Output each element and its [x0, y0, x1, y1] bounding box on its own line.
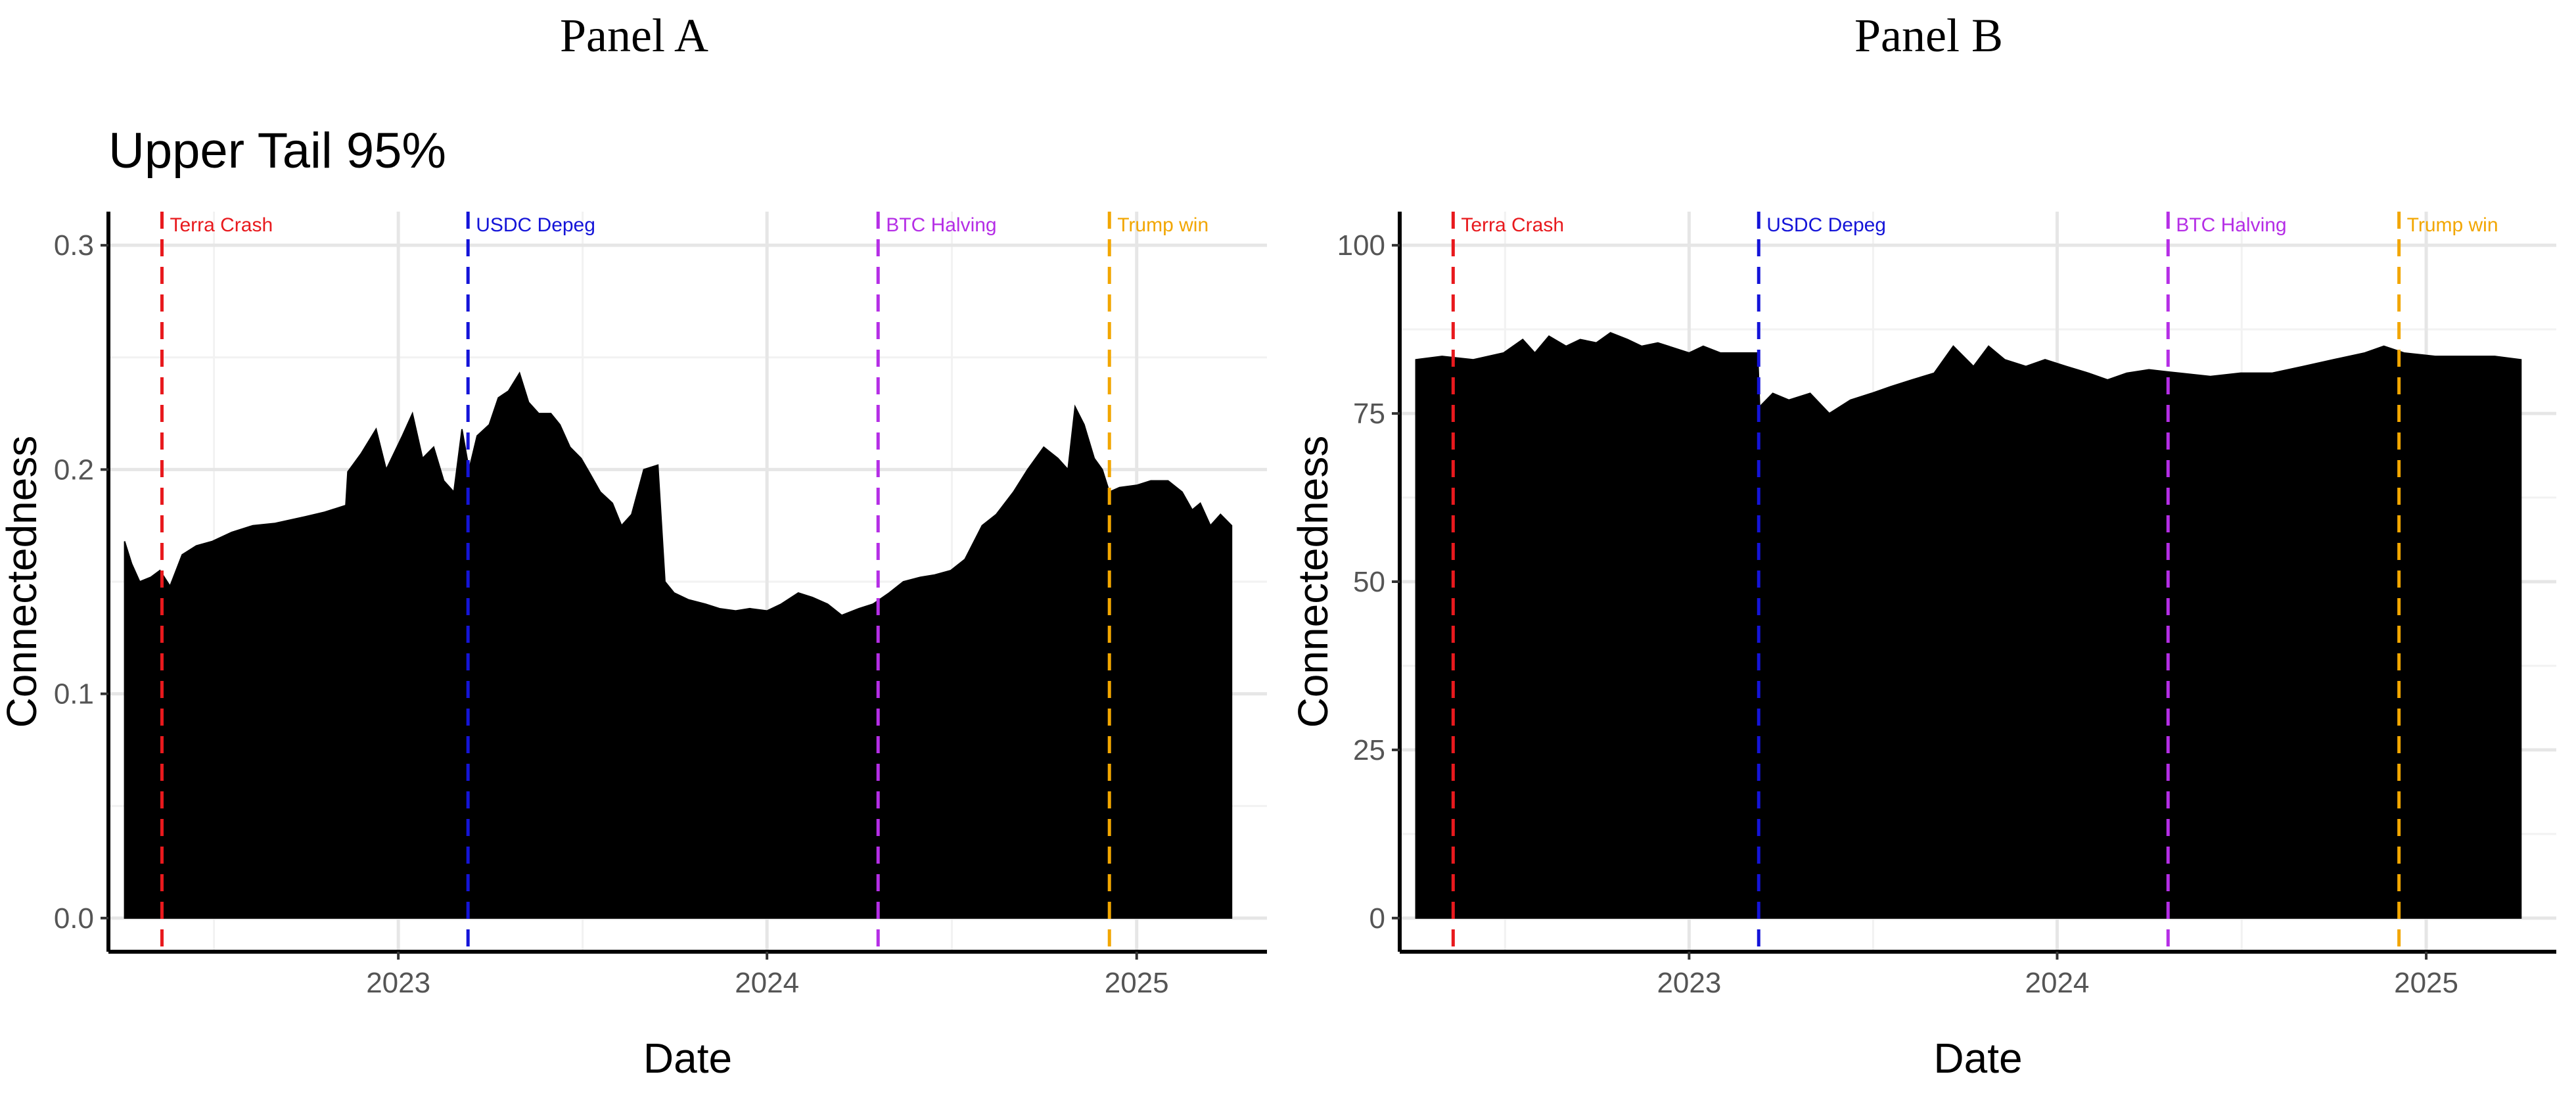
- panel-b-y-tick-label: 0: [1369, 902, 1385, 935]
- panel-a-title: Panel A: [560, 9, 708, 62]
- panel-b-title: Panel B: [1854, 9, 2003, 62]
- panel-b-y-tick-label: 50: [1353, 566, 1385, 598]
- panel-b-y-axis-title: Connectedness: [1289, 436, 1337, 728]
- panel-b-area-series-0: [1415, 332, 2522, 919]
- panel-a-y-tick-label: 0.1: [54, 678, 94, 711]
- panel-a-y-axis-title: Connectedness: [0, 436, 45, 728]
- panel-a-y-tick-label: 0.2: [54, 454, 94, 486]
- panel-b-x-axis-title: Date: [1933, 1035, 2022, 1082]
- panel-a-x-axis-title: Date: [643, 1035, 732, 1082]
- panel-b-event-label-3: Trump win: [2407, 214, 2498, 236]
- panel-a-event-label-2: BTC Halving: [886, 214, 996, 236]
- panel-a-x-tick-label: 2023: [366, 967, 430, 999]
- panel-b-chart: Terra Crash USDC Depeg BTC Halving Trump wi…: [1289, 212, 2556, 1082]
- panel-a-x-tick-label: 2024: [735, 967, 799, 999]
- panel-a-event-label-3: Trump win: [1117, 214, 1208, 236]
- panel-b-event-label-1: USDC Depeg: [1766, 214, 1886, 236]
- panel-a-event-label-1: USDC Depeg: [476, 214, 595, 236]
- panel-a-chart: Terra Crash USDC Depeg BTC Halving Trump wi…: [0, 212, 1267, 1082]
- panel-a-subtitle: Upper Tail 95%: [108, 123, 446, 179]
- panel-b-y-tick-label: 100: [1337, 229, 1385, 262]
- panel-a-area-series-0: [124, 371, 1233, 919]
- panel-b-y-tick-label: 25: [1353, 734, 1385, 766]
- panel-b-event-label-2: BTC Halving: [2176, 214, 2286, 236]
- panel-b-event-label-0: Terra Crash: [1461, 214, 1564, 236]
- panel-b-x-tick-label: 2025: [2394, 967, 2458, 999]
- panel-a-y-tick-label: 0.0: [54, 902, 94, 935]
- panel-b-x-tick-label: 2024: [2025, 967, 2090, 999]
- panel-a-x-tick-label: 2025: [1105, 967, 1169, 999]
- panel-a-event-label-0: Terra Crash: [170, 214, 273, 236]
- panel-b-y-tick-label: 75: [1353, 398, 1385, 430]
- panel-a-y-tick-label: 0.3: [54, 229, 94, 262]
- panel-b-x-tick-label: 2023: [1657, 967, 1721, 999]
